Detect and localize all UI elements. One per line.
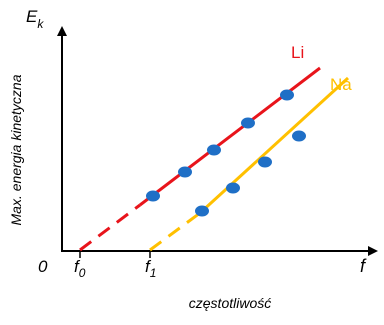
- f1-sub: 1: [150, 266, 157, 280]
- points: [146, 89, 306, 217]
- origin-label: 0: [38, 257, 48, 276]
- point: [241, 117, 255, 129]
- na-line: [198, 76, 350, 215]
- f0-label: f0: [74, 257, 86, 280]
- li-extrapolation: [79, 203, 141, 252]
- point: [146, 190, 160, 202]
- li-label: Li: [291, 43, 304, 62]
- x-axis-label: częstotliwość: [189, 295, 271, 311]
- f1-label: f1: [145, 257, 156, 280]
- y-axis-label: Max. energia kinetyczna: [8, 74, 24, 225]
- f0-sub: 0: [79, 266, 86, 280]
- y-symbol: Ek: [26, 7, 44, 31]
- na-extrapolation: [149, 211, 201, 252]
- point: [195, 205, 209, 217]
- point: [280, 89, 294, 101]
- point: [178, 166, 192, 178]
- y-symbol-sub: k: [37, 17, 44, 31]
- y-symbol-base: E: [26, 7, 38, 26]
- x-symbol: f: [360, 256, 367, 276]
- point: [207, 144, 221, 156]
- f0-base: f: [74, 257, 81, 276]
- na-label: Na: [330, 75, 352, 94]
- f1-base: f: [145, 257, 152, 276]
- point: [292, 130, 306, 142]
- point: [258, 156, 272, 168]
- point: [226, 182, 240, 194]
